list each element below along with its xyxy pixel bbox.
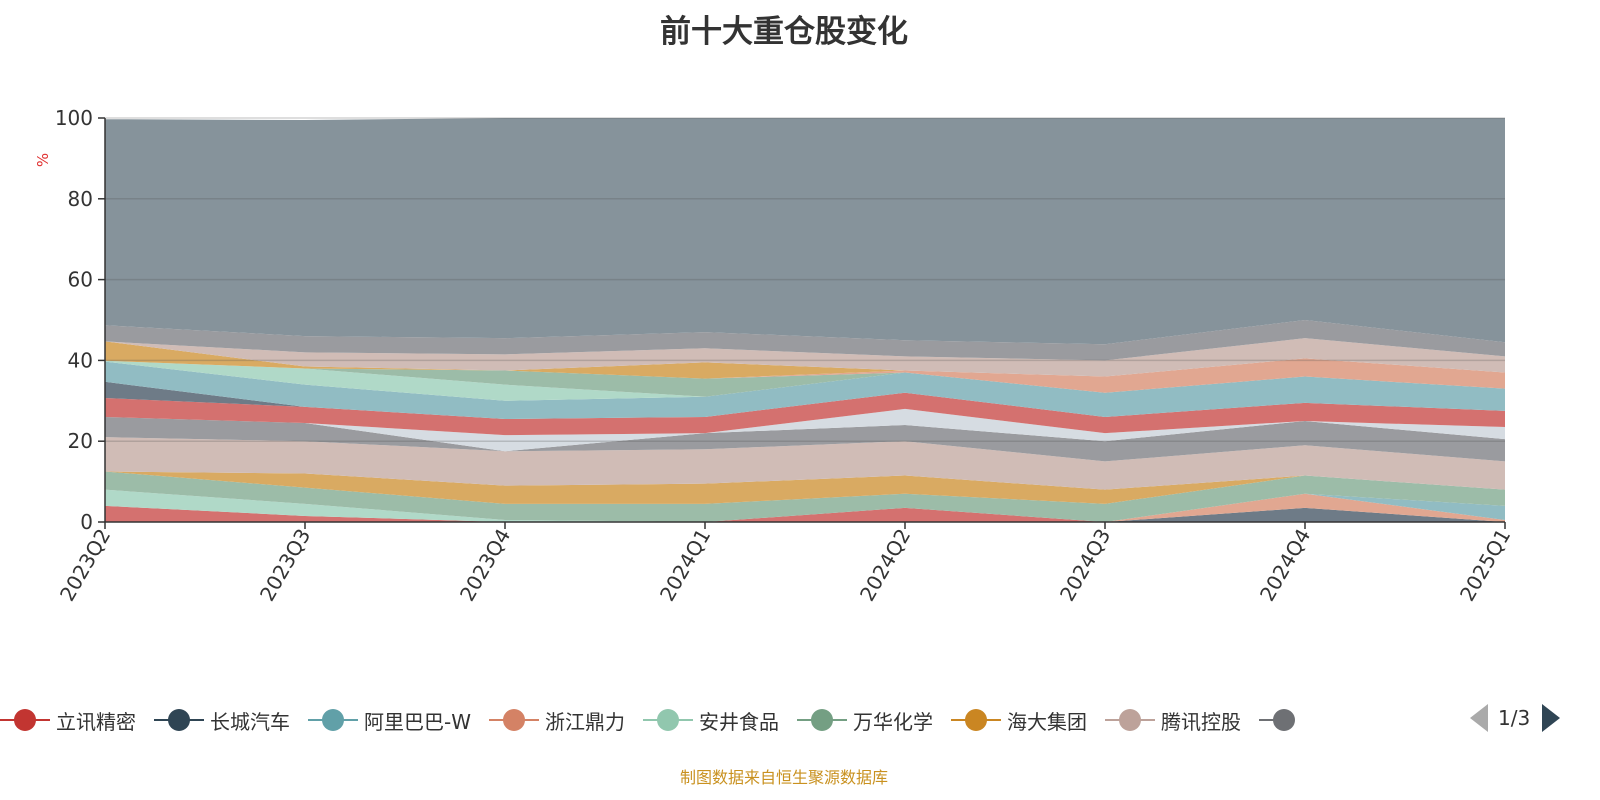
area-series-13 bbox=[105, 360, 1505, 401]
legend-label: 万华化学 bbox=[853, 709, 933, 734]
legend-label: 浙江鼎力 bbox=[545, 709, 625, 734]
x-tick-label: 2024Q4 bbox=[1255, 525, 1315, 606]
legend-marker-icon bbox=[951, 708, 1001, 732]
legend-marker-icon bbox=[1259, 708, 1295, 732]
legend-marker-icon bbox=[797, 708, 847, 732]
stacked-area-chart: 0 20 40 60 80 100 2023Q2 2023Q3 2023Q4 2024Q1 2024… bbox=[34, 106, 1515, 606]
x-tick-label: 2024Q2 bbox=[855, 525, 915, 606]
area-series-2 bbox=[105, 493, 1505, 522]
legend-prev-icon[interactable] bbox=[1470, 704, 1488, 732]
y-tick-label: 40 bbox=[68, 348, 93, 372]
area-series-8 bbox=[105, 416, 1505, 462]
area-series-15 bbox=[105, 358, 1505, 393]
y-tick-label: 100 bbox=[55, 106, 93, 130]
source-note: 制图数据来自恒生聚源数据库 bbox=[679, 768, 888, 787]
area-series-9 bbox=[105, 408, 1505, 452]
legend-item[interactable]: 海大集团 bbox=[951, 706, 1087, 735]
legend-label: 安井食品 bbox=[699, 709, 779, 734]
legend-label: 长城汽车 bbox=[210, 709, 290, 734]
legend-item[interactable]: 长城汽车 bbox=[154, 706, 290, 735]
legend-item[interactable]: 安井食品 bbox=[643, 706, 779, 735]
legend-item[interactable]: 阿里巴巴-W bbox=[308, 706, 471, 735]
legend-label: 腾讯控股 bbox=[1161, 709, 1241, 734]
area-layer bbox=[105, 118, 1505, 522]
grid-lines bbox=[105, 117, 1505, 442]
area-series-6 bbox=[105, 471, 1505, 504]
legend-pager: 1/3 bbox=[1470, 704, 1561, 732]
legend-marker-icon bbox=[308, 708, 358, 732]
legend-label: 海大集团 bbox=[1007, 709, 1087, 734]
x-tick-label: 2023Q4 bbox=[455, 525, 515, 606]
area-series-16 bbox=[105, 341, 1505, 379]
area-series-12 bbox=[105, 361, 1505, 419]
area-series-0 bbox=[105, 505, 1505, 522]
y-tick-label: 80 bbox=[68, 187, 93, 211]
legend-item[interactable]: 万华化学 bbox=[797, 706, 933, 735]
legend-page-indicator: 1/3 bbox=[1498, 706, 1531, 730]
x-tick-label: 2024Q1 bbox=[655, 525, 715, 606]
y-tick-label: 20 bbox=[68, 429, 93, 453]
legend-marker-icon bbox=[154, 708, 204, 732]
legend-item[interactable]: 浙江鼎力 bbox=[489, 706, 625, 735]
area-series-1 bbox=[105, 505, 1505, 522]
area-series-18 bbox=[105, 320, 1505, 361]
legend-marker-icon bbox=[643, 708, 693, 732]
x-tick-label: 2023Q3 bbox=[255, 525, 315, 606]
area-series-17 bbox=[105, 338, 1505, 377]
area-series-7 bbox=[105, 437, 1505, 490]
legend-marker-icon bbox=[489, 708, 539, 732]
area-series-14 bbox=[105, 360, 1505, 397]
y-axis-unit: % bbox=[34, 153, 52, 167]
legend-item[interactable]: 立讯精密 bbox=[0, 706, 136, 735]
chart-title: 前十大重仓股变化 bbox=[660, 14, 908, 50]
legend-marker-icon bbox=[0, 708, 50, 732]
legend-item[interactable] bbox=[1259, 708, 1299, 732]
legend-marker-icon bbox=[1105, 708, 1155, 732]
x-tick-label: 2024Q3 bbox=[1055, 525, 1115, 606]
y-tick-label: 0 bbox=[80, 510, 93, 534]
area-series-5 bbox=[105, 471, 1505, 522]
legend-next-icon[interactable] bbox=[1542, 704, 1561, 732]
legend-label: 立讯精密 bbox=[56, 709, 136, 734]
legend: 立讯精密 长城汽车 阿里巴巴-W 浙江鼎力 安井食品 万华化学 海大集团 腾讯控股 bbox=[0, 706, 1317, 734]
x-tick-label: 2025Q1 bbox=[1455, 525, 1515, 606]
area-series-10 bbox=[105, 392, 1505, 436]
x-tick-label: 2023Q2 bbox=[55, 525, 115, 606]
y-tick-label: 60 bbox=[68, 268, 93, 292]
legend-label: 阿里巴巴-W bbox=[364, 709, 471, 734]
area-series-19 bbox=[105, 118, 1505, 345]
legend-item[interactable]: 腾讯控股 bbox=[1105, 706, 1241, 735]
